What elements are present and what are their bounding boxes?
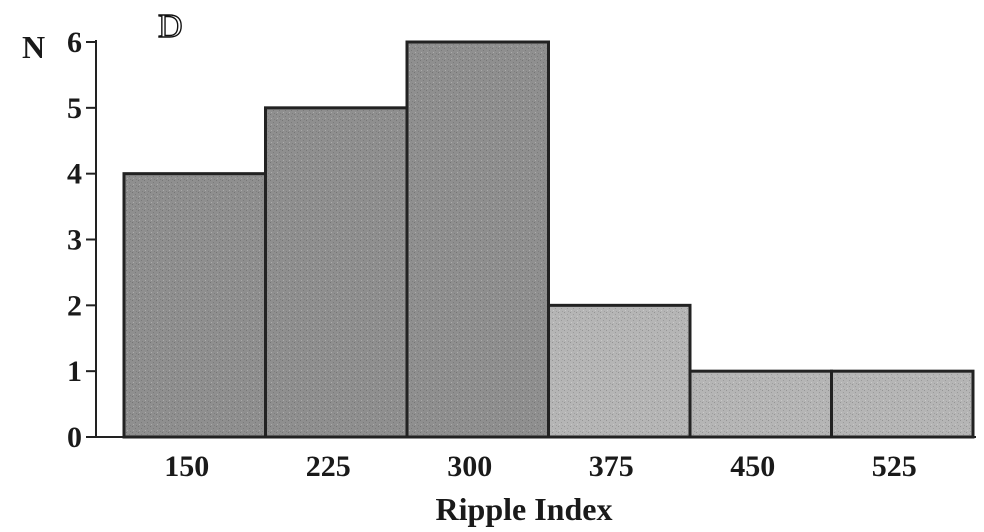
y-tick-label-5: 5 [67,92,82,125]
y-tick-label-1: 1 [67,355,82,388]
x-tick-label-450: 450 [730,450,775,483]
x-tick-label-525: 525 [872,450,917,483]
bar-texture-525 [833,373,971,435]
y-tick-label-3: 3 [67,224,82,257]
bar-texture-375 [550,307,688,435]
y-axis-title: N [22,29,45,65]
bar-texture-225 [267,109,405,435]
x-tick-label-150: 150 [164,450,209,483]
y-tick-label-2: 2 [67,289,82,322]
x-tick-label-225: 225 [306,450,351,483]
panel-label: D [158,8,183,45]
x-axis-title: Ripple Index [436,491,613,527]
y-tick-label-0: 0 [67,421,82,454]
x-tick-label-375: 375 [589,450,634,483]
bar-texture-300 [409,44,547,435]
bar-texture-450 [692,373,830,435]
bar-texture-150 [126,175,264,435]
x-tick-label-300: 300 [447,450,492,483]
y-tick-label-6: 6 [67,26,82,59]
y-tick-label-4: 4 [67,158,82,191]
